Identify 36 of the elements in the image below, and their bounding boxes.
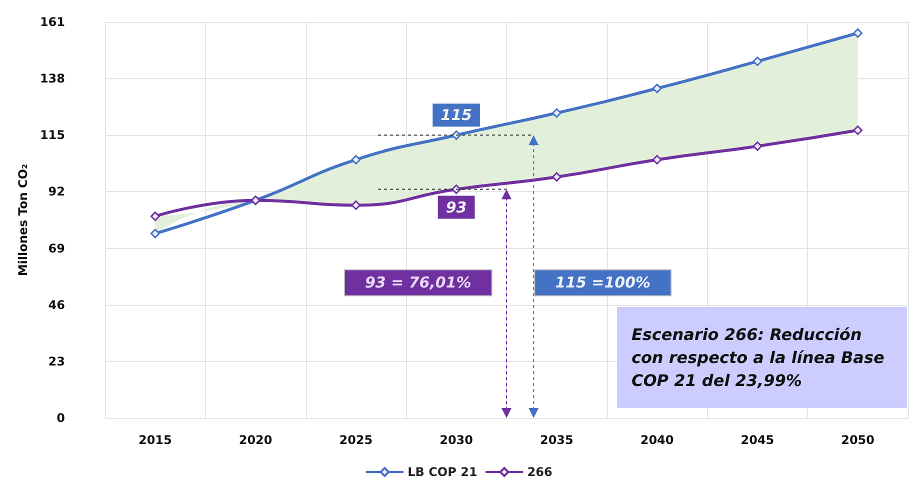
y-tick-label: 46	[48, 298, 65, 312]
point	[351, 200, 361, 210]
y-tick-label: 23	[48, 354, 65, 368]
x-tick-label: 2015	[138, 433, 172, 447]
x-tick-label: 2030	[440, 433, 474, 447]
y-tick-label: 69	[48, 241, 65, 256]
annotation: 115 =100%	[555, 274, 651, 292]
y-tick-label: 115	[40, 128, 65, 142]
annotation: 115	[440, 106, 472, 124]
point	[150, 212, 160, 222]
point	[150, 228, 160, 238]
point	[652, 154, 662, 164]
point	[552, 172, 562, 182]
point	[853, 125, 863, 135]
y-tick-label: 92	[48, 184, 65, 199]
legend-label: LB COP 21	[408, 465, 478, 479]
x-tick-label: 2020	[238, 433, 272, 447]
annotation: 93 = 76,01%	[364, 274, 472, 292]
legend-label: 266	[527, 465, 552, 479]
y-tick-label: 161	[40, 15, 65, 29]
point	[752, 56, 762, 66]
x-tick-label: 2035	[540, 433, 574, 447]
x-tick-label: 2045	[740, 433, 774, 447]
point	[351, 154, 361, 164]
annotation: 93	[446, 198, 467, 216]
point	[652, 84, 662, 94]
x-tick-label: 2025	[339, 433, 373, 447]
y-tick-label: 0	[56, 411, 65, 425]
y-axis-title: Millones Ton CO₂	[16, 164, 30, 276]
point	[552, 108, 562, 118]
annotation: Escenario 266: Reducción con respecto a la línea Base COP 21 del 23,99%	[617, 306, 908, 408]
y-tick-label: 138	[40, 72, 65, 86]
x-tick-label: 2040	[640, 433, 674, 447]
point	[853, 28, 863, 38]
point	[752, 141, 762, 151]
x-tick-label: 2050	[841, 433, 875, 447]
